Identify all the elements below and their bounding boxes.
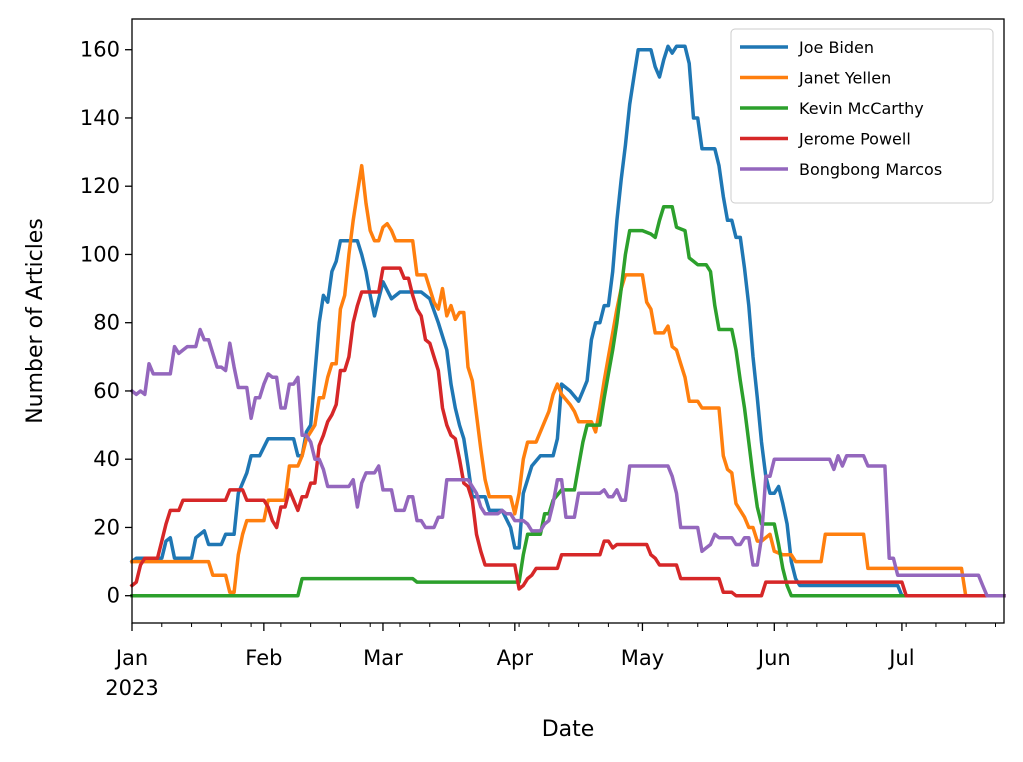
legend-box: [730, 28, 994, 204]
y-tick-label-5: 100: [80, 242, 120, 266]
y-tick-label-2: 40: [93, 447, 120, 471]
y-tick-label-7: 140: [80, 106, 120, 130]
x-tick-label-0: Jan: [114, 646, 148, 670]
x-tick-label-6: Jul: [887, 646, 914, 670]
y-tick-label-3: 60: [93, 379, 120, 403]
series-line-4: [129, 327, 1006, 598]
y-axis: 0 20 40 60 80 100 120 140 160: [80, 38, 132, 608]
x-tick-label-4: May: [621, 646, 664, 670]
series-line-3: [129, 266, 1006, 598]
y-tick-label-0: 0: [107, 584, 120, 608]
legend-label-3: Jerome Powell: [798, 130, 911, 149]
x-axis-label: Date: [542, 717, 595, 742]
series-layer: [129, 44, 1006, 598]
y-tick-label-1: 20: [93, 515, 120, 539]
x-axis: Jan 2023 Feb Mar Apr May Jun Jul: [105, 623, 996, 700]
x-tick-label-3: Apr: [497, 646, 534, 670]
x-tick-label-2: Mar: [363, 646, 403, 670]
plot-frame: [131, 18, 1005, 624]
y-tick-label-4: 80: [93, 311, 120, 335]
legend-label-2: Kevin McCarthy: [799, 99, 924, 118]
legend-label-4: Bongbong Marcos: [799, 160, 942, 179]
series-line-2: [130, 204, 1006, 598]
x-tick-label-1: Feb: [245, 646, 282, 670]
y-tick-label-6: 120: [80, 174, 120, 198]
x-tick-sublabel-0: 2023: [105, 676, 158, 700]
legend-label-1: Janet Yellen: [798, 69, 891, 88]
series-line-1: [130, 163, 1006, 598]
y-axis-label: Number of Articles: [23, 218, 48, 424]
legend: Joe Biden Janet Yellen Kevin McCarthy Jerom…: [730, 28, 994, 204]
legend-label-0: Joe Biden: [798, 38, 874, 57]
x-tick-label-5: Jun: [756, 646, 791, 670]
y-tick-label-8: 160: [80, 38, 120, 62]
series-line-0: [129, 44, 1006, 598]
